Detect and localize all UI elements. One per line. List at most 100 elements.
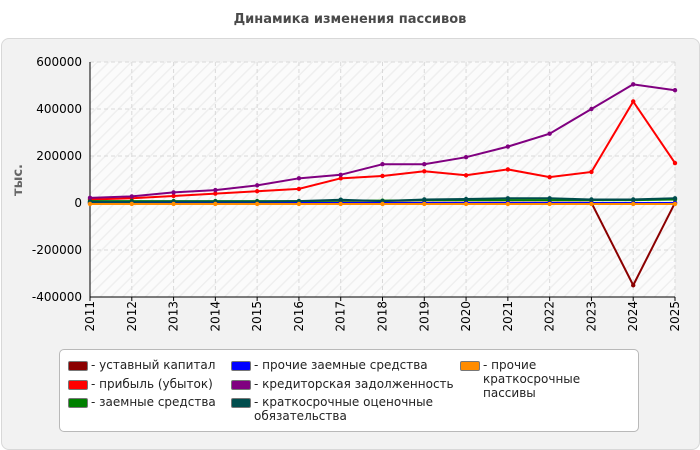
- data-point: [589, 169, 594, 175]
- data-point: [213, 191, 218, 196]
- legend-item[interactable]: - прочие заемные средства: [231, 358, 456, 372]
- legend-swatch: [231, 398, 251, 408]
- data-point: [463, 201, 469, 207]
- y-tick-labels: 600000 400000 200000 0 -200000 -400000: [32, 55, 82, 304]
- y-tick-label: 600000: [36, 55, 82, 69]
- data-point: [589, 197, 594, 202]
- data-point: [547, 174, 552, 180]
- x-tick-label: 2022: [543, 301, 557, 332]
- data-point: [631, 197, 636, 202]
- legend-swatch: [68, 398, 88, 408]
- legend-label: - уставный капитал: [91, 358, 216, 372]
- data-point: [129, 194, 134, 199]
- data-point: [672, 196, 678, 201]
- data-point: [380, 162, 385, 167]
- x-tick-label: 2013: [167, 301, 181, 332]
- legend-label: - прочие заемные средства: [254, 358, 428, 372]
- data-point: [87, 201, 93, 207]
- y-tick-label: 200000: [36, 149, 82, 163]
- legend-item[interactable]: - кредиторская задолженность: [231, 377, 456, 391]
- data-point: [547, 196, 552, 201]
- data-point: [296, 201, 302, 207]
- y-tick-label: -200000: [32, 243, 82, 257]
- legend-item[interactable]: - прибыль (убыток): [68, 377, 228, 391]
- x-tick-label: 2021: [501, 301, 515, 332]
- data-point: [213, 201, 218, 207]
- legend-label: - заемные средства: [91, 395, 216, 409]
- legend-label: - прочие краткосрочные пассивы: [483, 358, 581, 400]
- data-point: [171, 190, 176, 195]
- x-tick-label: 2015: [250, 301, 264, 332]
- data-point: [338, 201, 343, 207]
- data-point: [87, 195, 93, 201]
- data-point: [631, 283, 636, 288]
- data-point: [547, 131, 552, 136]
- legend-label: - краткосрочные оценочные обязательства: [254, 395, 433, 423]
- data-point: [422, 201, 427, 207]
- data-point: [463, 196, 469, 202]
- data-point: [422, 197, 427, 202]
- x-tick-labels: 2011 2012 2013 2014 2015 2016 2017 2018 2019 2020…: [83, 301, 682, 332]
- plot-area: [90, 62, 675, 297]
- data-point: [380, 201, 385, 207]
- x-tick-label: 2012: [125, 301, 139, 332]
- data-point: [505, 167, 511, 172]
- data-point: [505, 144, 511, 149]
- data-point: [463, 173, 469, 178]
- data-point: [213, 187, 218, 193]
- legend: - уставный капитал - прибыль (убыток) - за…: [59, 349, 639, 432]
- data-point: [631, 201, 636, 207]
- data-point: [463, 154, 469, 160]
- data-point: [338, 197, 343, 202]
- data-point: [547, 201, 552, 207]
- legend-swatch: [460, 361, 480, 371]
- series-group: [87, 82, 678, 288]
- data-point: [631, 82, 636, 87]
- legend-swatch: [231, 380, 251, 390]
- data-point: [589, 201, 594, 207]
- data-point: [380, 173, 385, 179]
- data-point: [171, 201, 176, 207]
- x-tick-label: 2024: [626, 301, 640, 332]
- data-point: [672, 88, 678, 93]
- data-point: [672, 160, 678, 166]
- data-point: [505, 201, 511, 207]
- legend-item[interactable]: - краткосрочные оценочные обязательства: [231, 395, 456, 423]
- legend-item[interactable]: - уставный капитал: [68, 358, 228, 372]
- data-point: [672, 201, 678, 207]
- x-tick-label: 2023: [584, 301, 598, 332]
- data-point: [422, 162, 427, 167]
- data-point: [254, 189, 260, 194]
- data-point: [589, 106, 594, 112]
- data-point: [338, 172, 343, 177]
- legend-item[interactable]: - заемные средства: [68, 395, 228, 409]
- chart-title: Динамика изменения пассивов: [233, 12, 467, 27]
- x-tick-label: 2018: [376, 301, 390, 332]
- y-tick-label: 400000: [36, 102, 82, 116]
- data-point: [296, 176, 302, 181]
- x-tick-label: 2016: [292, 301, 306, 332]
- x-tick-label: 2020: [459, 301, 473, 332]
- y-tick-label: -400000: [32, 290, 82, 304]
- y-tick-label: 0: [74, 196, 82, 210]
- x-tick-label: 2011: [83, 301, 97, 332]
- data-point: [422, 169, 427, 174]
- y-axis-label: тыс.: [11, 164, 26, 196]
- data-point: [505, 196, 511, 201]
- x-tick-label: 2014: [208, 301, 222, 332]
- data-point: [631, 99, 636, 104]
- data-point: [296, 186, 302, 192]
- data-point: [254, 201, 260, 207]
- legend-swatch: [231, 361, 251, 371]
- data-point: [338, 176, 343, 181]
- legend-swatch: [68, 361, 88, 371]
- legend-swatch: [68, 380, 88, 390]
- data-point: [254, 183, 260, 188]
- x-tick-label: 2017: [334, 301, 348, 332]
- legend-item[interactable]: - прочие краткосрочные пассивы: [460, 358, 635, 400]
- legend-label: - прибыль (убыток): [91, 377, 213, 391]
- legend-label: - кредиторская задолженность: [254, 377, 454, 391]
- data-point: [129, 201, 134, 207]
